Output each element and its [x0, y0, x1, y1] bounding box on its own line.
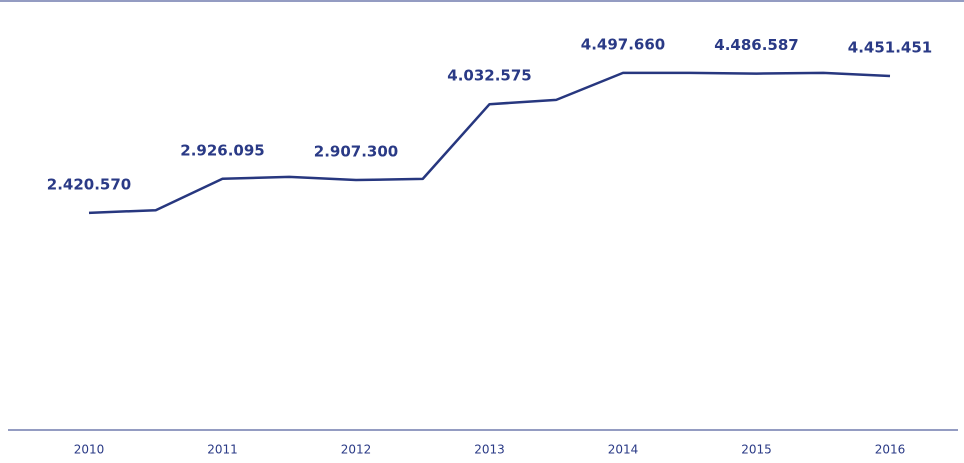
value-label: 4.497.660 — [581, 35, 665, 53]
value-label: 2.907.300 — [314, 143, 398, 161]
x-tick-label: 2016 — [875, 443, 906, 457]
value-label: 2.926.095 — [180, 141, 264, 159]
x-tick-label: 2012 — [341, 443, 372, 457]
data-line — [88, 71, 891, 215]
value-label: 4.451.451 — [848, 38, 932, 56]
x-tick-label: 2015 — [741, 443, 772, 457]
x-tick-label: 2013 — [474, 443, 505, 457]
value-label: 4.486.587 — [714, 36, 798, 54]
value-label: 2.420.570 — [47, 175, 131, 193]
value-label: 4.032.575 — [447, 67, 531, 85]
x-tick-label: 2011 — [207, 443, 238, 457]
x-tick-label: 2010 — [74, 443, 105, 457]
x-tick-label: 2014 — [608, 443, 639, 457]
